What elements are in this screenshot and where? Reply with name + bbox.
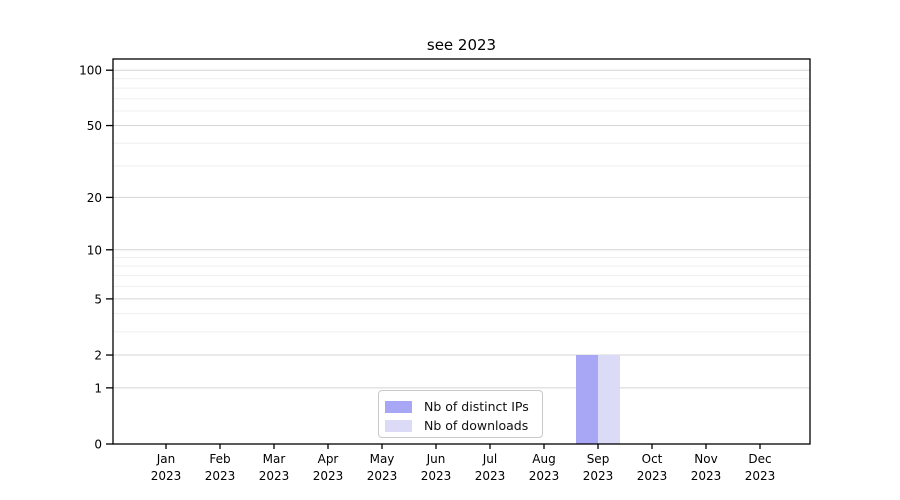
y-tick-label: 1 (94, 381, 102, 395)
x-tick-label-month: Sep (587, 452, 610, 466)
legend-item-distinct-ips: Nb of distinct IPs (385, 397, 535, 416)
y-tick-label: 50 (87, 119, 102, 133)
y-tick-label: 5 (94, 292, 102, 306)
x-tick-label-month: Jul (482, 452, 497, 466)
x-tick-label-year: 2023 (151, 469, 182, 483)
bars (576, 355, 620, 444)
x-tick-label-year: 2023 (745, 469, 776, 483)
x-tick-label-month: Jun (426, 452, 446, 466)
x-tick-label-month: Oct (642, 452, 663, 466)
legend-item-downloads: Nb of downloads (385, 416, 535, 435)
y-tick-label: 0 (94, 438, 102, 452)
y-tick-label: 10 (87, 243, 102, 257)
legend-label-downloads: Nb of downloads (424, 418, 529, 433)
x-tick-label-year: 2023 (475, 469, 506, 483)
legend-label-distinct-ips: Nb of distinct IPs (424, 399, 529, 414)
legend-swatch-distinct-ips (385, 400, 412, 413)
x-tick-label-year: 2023 (259, 469, 290, 483)
x-tick-label-year: 2023 (637, 469, 668, 483)
gridlines-minor (113, 78, 810, 333)
y-tick-label: 100 (79, 64, 102, 78)
x-tick-label-month: Dec (748, 452, 771, 466)
x-tick-label-year: 2023 (583, 469, 614, 483)
x-tick-label-month: Nov (694, 452, 717, 466)
x-tick-label-month: Jan (156, 452, 176, 466)
x-tick-label-year: 2023 (529, 469, 560, 483)
y-axis-ticks: 0 1 2 5 10 20 50 100 (79, 64, 113, 452)
x-axis-ticks: Jan 2023 Feb 2023 Mar 2023 Apr 2023 May 2023 Jun 20… (151, 444, 776, 483)
x-tick-label-month: Mar (263, 452, 286, 466)
x-tick-label-month: Feb (209, 452, 230, 466)
x-tick-label-year: 2023 (421, 469, 452, 483)
y-tick-label: 20 (87, 191, 102, 205)
x-tick-label-month: Apr (318, 452, 339, 466)
axes-frame (112, 58, 811, 445)
x-tick-label-year: 2023 (691, 469, 722, 483)
x-tick-label-year: 2023 (313, 469, 344, 483)
gridlines-major (113, 69, 810, 389)
x-tick-label-month: May (370, 452, 395, 466)
x-tick-label-year: 2023 (205, 469, 236, 483)
bar-sep-series0 (576, 355, 598, 444)
y-tick-label: 2 (94, 349, 102, 363)
bar-sep-series1 (598, 355, 620, 444)
x-tick-label-year: 2023 (367, 469, 398, 483)
x-tick-label-month: Aug (532, 452, 555, 466)
legend: Nb of distinct IPs Nb of downloads (378, 390, 543, 438)
chart-title: see 2023 (426, 36, 497, 54)
legend-swatch-downloads (385, 419, 412, 432)
